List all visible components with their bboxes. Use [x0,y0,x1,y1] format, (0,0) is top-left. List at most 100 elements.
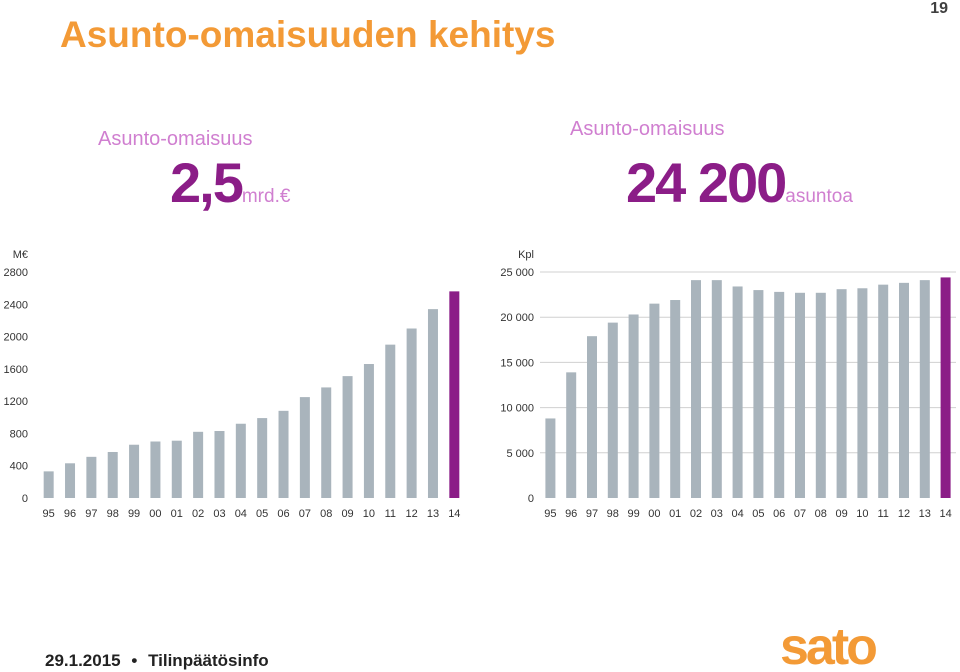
x-tick-label: 11 [385,508,396,520]
bar-highlight [449,291,460,498]
bar [235,423,246,498]
x-tick-label: 14 [448,508,460,520]
y-tick-label: 2800 [4,267,28,279]
x-tick-label: 02 [690,508,702,520]
y-tick-label: 10 000 [500,403,534,415]
x-tick-label: 05 [256,508,268,520]
x-tick-label: 02 [192,508,204,520]
x-tick-label: 06 [773,508,785,520]
x-tick-label: 98 [607,508,619,520]
page-title: Asunto-omaisuuden kehitys [60,14,556,55]
bar [278,410,289,498]
bar [774,291,785,498]
logo-text: sato [780,620,876,670]
bar [86,456,97,498]
x-tick-label: 08 [815,508,827,520]
bar [321,387,332,498]
sato-logo: sato [780,620,879,670]
y-axis-unit-label: Kpl [518,249,534,261]
bar [193,431,204,498]
x-tick-label: 10 [856,508,868,520]
bar [732,286,743,498]
bar [43,471,54,498]
x-tick-label: 13 [919,508,931,520]
x-tick-label: 12 [898,508,910,520]
kpi-units-number: 24 200 [626,151,787,214]
bar-highlight [940,277,951,498]
bar [406,328,417,498]
bar [427,309,438,498]
x-tick-label: 97 [85,508,97,520]
bar [385,344,396,498]
x-tick-label: 08 [320,508,332,520]
kpi-value-amount: 2,5mrd.€ [170,150,290,215]
y-tick-label: 25 000 [500,267,534,279]
bar [670,300,681,498]
bar [65,463,76,498]
x-tick-label: 00 [648,508,660,520]
y-tick-label: 0 [22,493,28,505]
kpi-value-unit: mrd.€ [241,186,291,207]
bar [150,441,161,498]
y-axis-unit-label: M€ [13,249,28,261]
bar [545,418,556,498]
x-tick-label: 95 [544,508,556,520]
y-tick-label: 1200 [4,396,28,408]
bar [342,376,353,498]
x-tick-label: 96 [565,508,577,520]
bar [171,440,182,498]
y-tick-label: 0 [528,493,534,505]
footer: 29.1.2015 • Tilinpäätösinfo [45,651,269,671]
x-tick-label: 97 [586,508,598,520]
x-tick-label: 00 [149,508,161,520]
page-number: 19 [930,0,948,17]
y-tick-label: 2400 [4,299,28,311]
x-tick-label: 09 [341,508,353,520]
x-tick-label: 09 [835,508,847,520]
kpi-units-unit: asuntoa [785,186,853,207]
bar [214,431,225,498]
x-tick-label: 14 [939,508,951,520]
x-tick-label: 04 [731,508,743,520]
bar [899,282,909,498]
bar [107,451,118,498]
footer-separator: • [131,651,138,670]
y-tick-label: 5 000 [506,448,534,460]
x-tick-label: 03 [213,508,225,520]
bar [815,292,826,498]
x-tick-label: 04 [235,508,247,520]
y-tick-label: 400 [10,461,28,473]
bar [607,322,618,498]
kpi-label-value: Asunto-omaisuus [98,128,253,150]
bar [691,280,701,498]
footer-label: Tilinpäätösinfo [148,651,269,670]
bar [711,280,722,498]
bar [299,397,310,498]
x-tick-label: 05 [752,508,764,520]
y-tick-label: 20 000 [500,312,534,324]
x-tick-label: 01 [669,508,681,520]
x-tick-label: 99 [627,508,639,520]
footer-date: 29.1.2015 [45,651,121,670]
x-tick-label: 11 [877,508,888,520]
kpi-label-units: Asunto-omaisuus [570,118,725,140]
bar [649,303,660,498]
bar [795,292,805,498]
x-tick-label: 96 [64,508,76,520]
kpi-units-amount: 24 200asuntoa [626,150,853,215]
bar [566,372,577,498]
x-tick-label: 07 [299,508,311,520]
bar [878,284,889,498]
bar [628,314,639,498]
bar [363,364,374,498]
bar [257,418,268,498]
x-tick-label: 95 [43,508,55,520]
bar [857,288,868,498]
y-tick-label: 800 [10,428,28,440]
x-tick-label: 13 [427,508,439,520]
x-tick-label: 03 [711,508,723,520]
y-tick-label: 15 000 [500,357,534,369]
bar [587,336,597,498]
